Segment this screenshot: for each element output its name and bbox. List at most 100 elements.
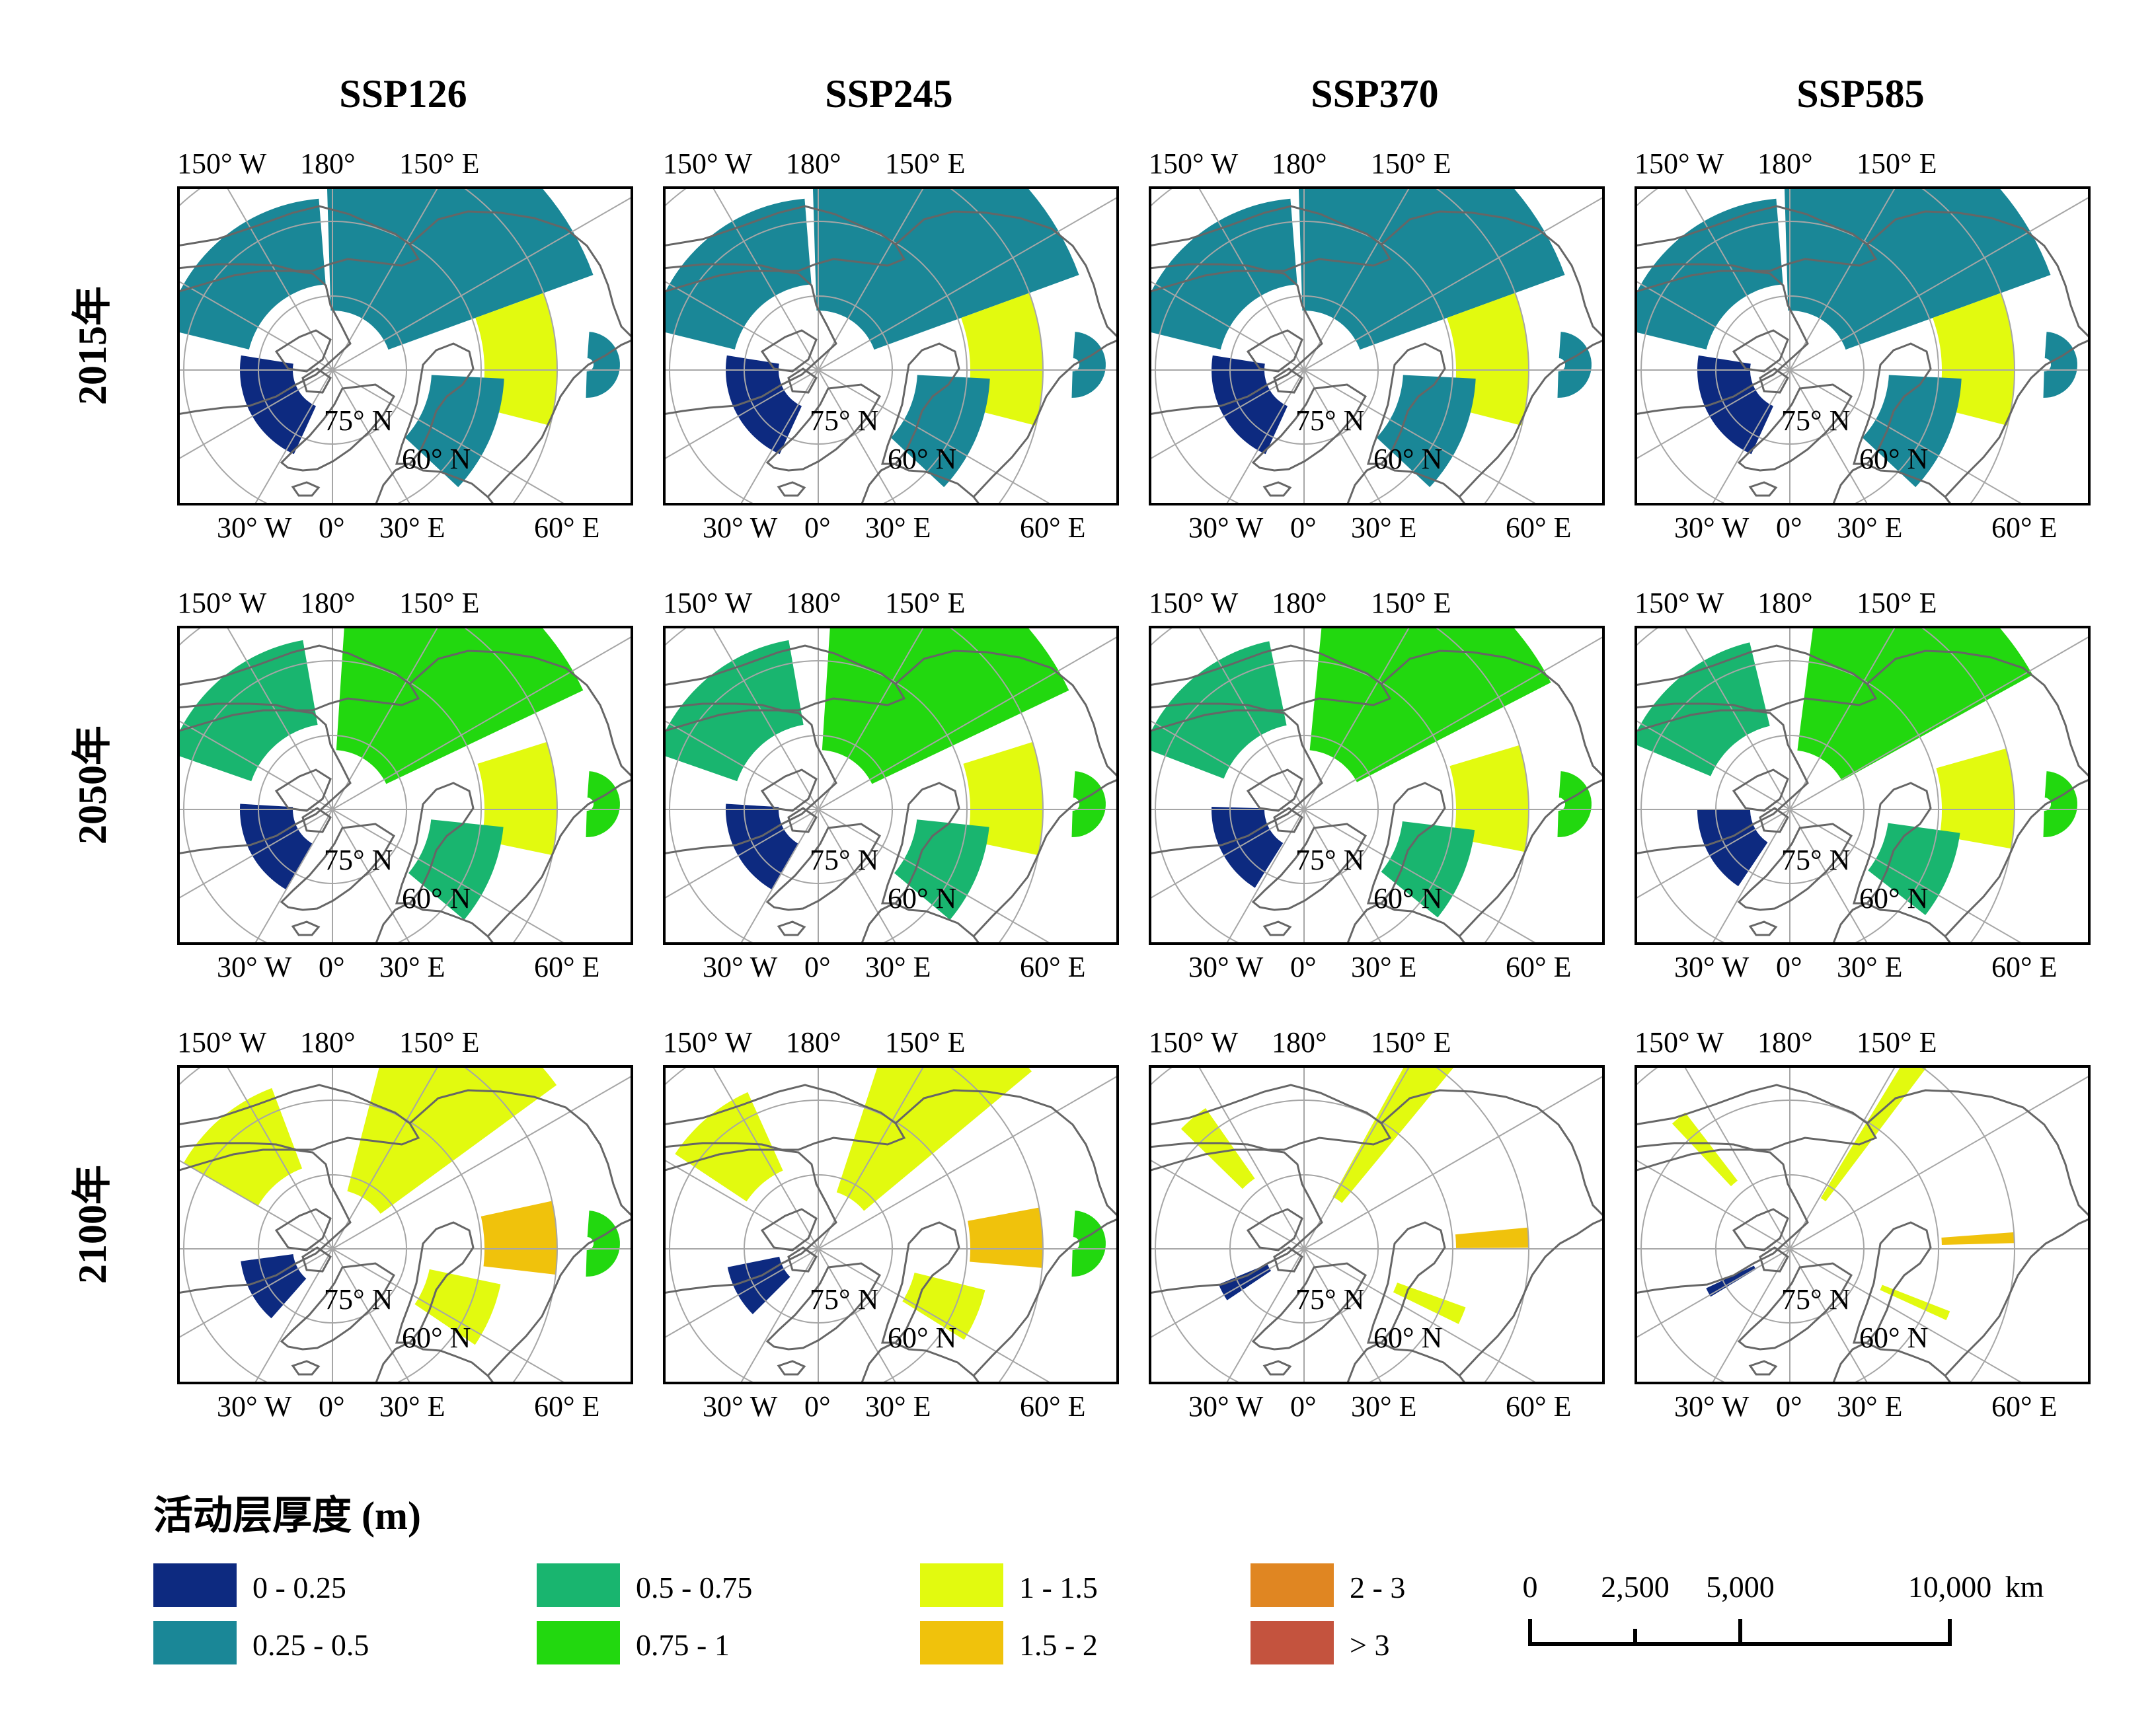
map-frame [1635, 626, 2091, 945]
permafrost-region [663, 198, 812, 350]
latitude-label: 75° N [1295, 844, 1365, 876]
coastline-siberia [409, 650, 633, 779]
permafrost-region [586, 332, 620, 398]
longitude-label-top: 180° [1757, 587, 1813, 619]
permafrost-region [336, 626, 584, 784]
coastline-greenland [1737, 823, 1853, 911]
coastline-islands [760, 768, 818, 833]
coastline-europe [374, 902, 496, 945]
latitude-label: 60° N [888, 443, 957, 475]
coastline-urals [1458, 338, 1605, 498]
map-canvas [1635, 1065, 2091, 1384]
legend-label: 0.25 - 0.5 [252, 1628, 369, 1662]
coastline-siberia [895, 210, 1119, 340]
coastline-canada [1635, 270, 1809, 416]
legend-swatch [537, 1621, 620, 1664]
coastline-siberia [1381, 1089, 1605, 1218]
coastline-siberia [1381, 210, 1605, 340]
coastline-europe [860, 902, 982, 945]
coastline-canada [177, 709, 352, 855]
longitude-label-top: 150° E [885, 1026, 966, 1059]
coastline-alaska [177, 205, 420, 272]
latitude-label: 60° N [1859, 882, 1929, 915]
map-panel-2015年-SSP245: 75° N 60° N [663, 186, 1119, 505]
coastline-greenland [280, 383, 396, 472]
coastline-siberia [1381, 650, 1605, 779]
longitude-label-bottom: 60° E [534, 951, 600, 983]
latitude-label: 60° N [1859, 1322, 1929, 1354]
map-frame [1149, 626, 1605, 945]
legend-label: > 3 [1350, 1628, 1390, 1662]
coastline-europe [1831, 463, 1953, 505]
longitude-label-bottom: 0° [319, 951, 345, 983]
graticule [1149, 626, 1605, 945]
longitude-label-top: 150° W [663, 587, 753, 619]
permafrost-region [1880, 1285, 1950, 1320]
permafrost-region [1071, 771, 1106, 837]
permafrost-region [586, 771, 620, 837]
longitude-label-top: 150° W [663, 1026, 753, 1059]
permafrost-region [1697, 809, 1768, 887]
coastline-alaska [1635, 205, 1878, 272]
longitude-label-bottom: 30° E [865, 1390, 931, 1423]
longitude-label-top: 180° [1757, 147, 1813, 180]
permafrost-region [1706, 1265, 1756, 1297]
latitude-label: 75° N [810, 1283, 879, 1316]
coastline-urals [1458, 778, 1605, 938]
coastline-europe [374, 463, 496, 505]
graticule [1149, 1065, 1605, 1384]
coastline-urals [1944, 778, 2091, 938]
coastline-europe [1346, 1341, 1467, 1384]
map-canvas [663, 626, 1119, 945]
permafrost-region [968, 1207, 1043, 1268]
coastline-greenland [1737, 1262, 1853, 1351]
coastline-greenland [1737, 383, 1853, 472]
permafrost-region [1149, 641, 1287, 779]
latitude-label: 75° N [324, 404, 393, 437]
longitude-label-bottom: 30° E [1351, 951, 1417, 983]
permafrost-region [1071, 332, 1106, 398]
longitude-label-bottom: 30° W [1674, 951, 1750, 983]
coastline-alaska [1635, 644, 1878, 712]
latitude-label: 60° N [402, 882, 471, 915]
coastline-canada [663, 270, 837, 416]
longitude-label-bottom: 30° E [1837, 1390, 1903, 1423]
longitude-label-top: 150° W [1635, 587, 1724, 619]
coastline-islands [1246, 1208, 1303, 1273]
longitude-label-bottom: 0° [1290, 511, 1317, 544]
longitude-label-bottom: 30° W [1188, 1390, 1264, 1423]
coastline-canada [1149, 1148, 1323, 1294]
longitude-label-bottom: 0° [319, 511, 345, 544]
legend-swatch [153, 1621, 237, 1664]
coastlines [1149, 205, 1605, 505]
longitude-label-bottom: 60° E [1020, 951, 1086, 983]
coastline-greenland [1251, 383, 1367, 472]
latitude-label: 60° N [1373, 443, 1443, 475]
graticule [177, 186, 633, 505]
permafrost-region [1449, 745, 1529, 852]
column-title-ssp245: SSP245 [825, 72, 953, 116]
coastline-scand [395, 1221, 475, 1344]
scale-label-5000: 5,000 [1706, 1570, 1775, 1604]
map-frame [177, 626, 633, 945]
permafrost-region [1862, 375, 1962, 488]
longitude-label-bottom: 30° E [1351, 1390, 1417, 1423]
permafrost-region [1635, 198, 1783, 350]
longitude-label-top: 150° W [1149, 1026, 1239, 1059]
coastline-canada [663, 1148, 837, 1294]
coastline-scand [881, 782, 960, 905]
coastline-greenland [1251, 823, 1367, 911]
longitude-label-top: 150° W [177, 1026, 267, 1059]
coastline-iceland [291, 920, 321, 936]
longitude-label-bottom: 60° E [1991, 1390, 2058, 1423]
coastline-islands [274, 768, 332, 833]
map-canvas [663, 1065, 1119, 1384]
coastline-scand [881, 342, 960, 465]
map-canvas [1149, 1065, 1605, 1384]
coastline-canada [177, 1148, 352, 1294]
coastline-alaska [177, 644, 420, 712]
latitude-label: 75° N [1781, 1283, 1851, 1316]
map-panel-2100年-SSP245: 75° N 60° N [663, 1065, 1119, 1384]
coastline-greenland [765, 1262, 882, 1351]
longitude-label-bottom: 30° W [217, 511, 292, 544]
